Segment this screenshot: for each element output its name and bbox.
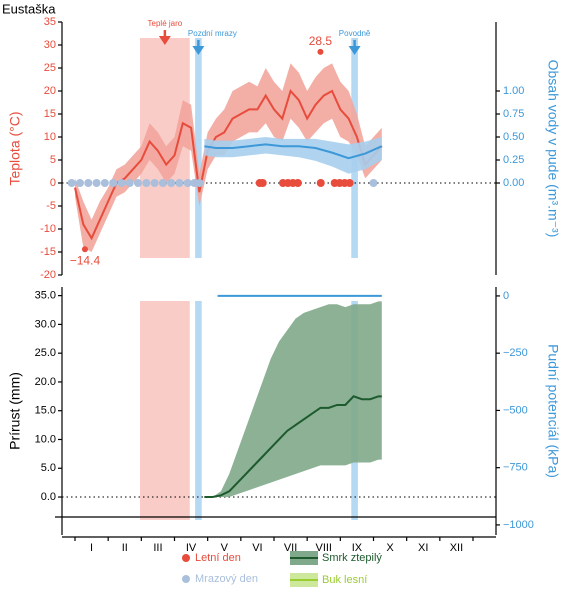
y-tick-label: 30 — [44, 39, 56, 51]
event-dot — [125, 179, 134, 187]
period-label: Pozdní mrazy — [188, 29, 237, 38]
x-tick-label: XI — [418, 542, 428, 554]
x-tick-label: VII — [284, 542, 297, 554]
y2-tick-label: 0.25 — [503, 154, 524, 166]
legend-label: Mrazový den — [195, 573, 258, 585]
annotation-dot — [317, 48, 324, 55]
y-tick-label: 0 — [50, 177, 56, 189]
event-dot — [345, 179, 354, 187]
y-tick-label: 15 — [44, 108, 56, 120]
period-label: Povodně — [339, 29, 371, 38]
y-tick-label: -15 — [40, 246, 56, 258]
event-dot — [142, 179, 151, 187]
y-tick-label: -10 — [40, 223, 56, 235]
event-dot — [67, 179, 76, 187]
y-tick-label: 10.0 — [35, 433, 56, 445]
event-dot — [175, 179, 184, 187]
y2-axis-label: Obsah vody v pude (m³.m⁻³) — [545, 60, 561, 238]
y-tick-label: 0.0 — [41, 491, 56, 503]
period-shade — [195, 38, 202, 258]
event-dot — [369, 179, 378, 187]
line — [204, 143, 383, 160]
event-dot — [150, 179, 159, 187]
y-axis-label: Prírust (mm) — [7, 372, 23, 450]
y-tick-label: 25 — [44, 62, 56, 74]
y2-tick-label: 0.00 — [503, 177, 524, 189]
y2-tick-label: 0 — [503, 290, 509, 302]
event-dot — [84, 179, 93, 187]
event-dot — [75, 179, 84, 187]
y2-axis-label: Pudní potenciál (kPa) — [545, 344, 561, 478]
annotation-dot — [81, 246, 88, 253]
line — [204, 395, 382, 499]
y2-tick-label: 0.75 — [503, 108, 524, 120]
y2-tick-label: 1.00 — [503, 85, 524, 97]
y-tick-label: 20 — [44, 85, 56, 97]
y-tick-label: 15.0 — [35, 405, 56, 417]
event-dot — [158, 179, 167, 187]
line — [74, 89, 383, 241]
event-dot — [109, 179, 118, 187]
event-dot — [92, 179, 101, 187]
event-dot — [183, 179, 192, 187]
event-dot — [100, 179, 109, 187]
period-arrow-head — [192, 46, 205, 55]
y-tick-label: -20 — [40, 269, 56, 281]
legend-label: Smrk ztepilý — [322, 552, 382, 564]
annotation-label: 28.5 — [309, 34, 333, 48]
event-dot — [117, 179, 126, 187]
y2-tick-label: −1000 — [503, 519, 534, 531]
event-dot — [134, 179, 143, 187]
y-tick-label: 35.0 — [35, 290, 56, 302]
x-tick-label: I — [90, 542, 93, 554]
x-tick-label: IX — [352, 542, 363, 554]
period-arrow-head — [158, 36, 171, 45]
chart-title: Eustaška — [2, 1, 56, 16]
band — [75, 63, 382, 253]
event-dot — [293, 179, 302, 187]
period-label: Teplé jaro — [148, 19, 183, 28]
x-tick-label: X — [386, 542, 394, 554]
x-tick-label: III — [153, 542, 162, 554]
y-tick-label: 35 — [44, 16, 56, 28]
x-tick-label: V — [221, 542, 229, 554]
y2-tick-label: −500 — [503, 404, 528, 416]
legend-label: Letní den — [195, 552, 241, 564]
y-tick-label: 5 — [50, 154, 56, 166]
event-dot — [195, 179, 204, 187]
x-tick-label: II — [122, 542, 128, 554]
annotation-label: −14.4 — [70, 253, 101, 267]
period-shade — [195, 301, 202, 520]
legend-label: Buk lesní — [322, 574, 367, 586]
y-tick-label: 25.0 — [35, 347, 56, 359]
y2-tick-label: −750 — [503, 462, 528, 474]
event-dot — [167, 179, 176, 187]
event-dot — [316, 179, 325, 187]
y-tick-label: 10 — [44, 131, 56, 143]
y-tick-label: -5 — [46, 200, 56, 212]
x-tick-label: IV — [186, 542, 197, 554]
y2-tick-label: 0.50 — [503, 131, 524, 143]
x-tick-label: XII — [450, 542, 463, 554]
y-tick-label: 30.0 — [35, 318, 56, 330]
legend-dot — [182, 554, 190, 562]
period-shade — [140, 301, 190, 520]
y-axis-label: Teplota (°C) — [7, 111, 23, 185]
period-arrow-head — [348, 46, 361, 55]
legend-dot — [182, 575, 190, 583]
band — [204, 301, 382, 498]
y-tick-label: 20.0 — [35, 376, 56, 388]
event-dot — [258, 179, 267, 187]
x-tick-label: VI — [252, 542, 262, 554]
y2-tick-label: −250 — [503, 347, 528, 359]
y-tick-label: 5.0 — [41, 462, 56, 474]
x-tick-label: VIII — [315, 542, 332, 554]
